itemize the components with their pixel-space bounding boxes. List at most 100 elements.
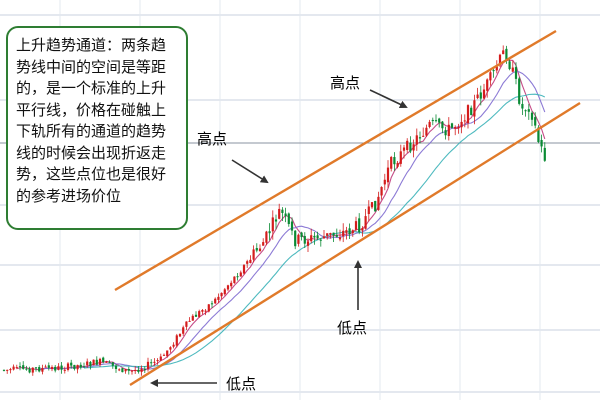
candle-body (278, 208, 281, 219)
candle-body (18, 366, 22, 368)
label-low-bottom: 低点 (226, 375, 257, 393)
candle-body (486, 79, 489, 91)
candle-body (38, 367, 41, 372)
candle-body (153, 361, 156, 363)
candle-body (143, 368, 146, 370)
candle-body (290, 221, 294, 231)
candle-body (172, 344, 175, 347)
candle-body (306, 241, 310, 246)
candle-body (207, 304, 210, 312)
candle-body (233, 276, 236, 284)
candle-body (450, 123, 454, 128)
candle-body (201, 310, 204, 312)
candle-body (518, 78, 521, 104)
candle-body (383, 179, 386, 185)
candle-body (57, 366, 60, 370)
note-line: 平行线，价格在碰触上 (16, 100, 167, 119)
candle-body (86, 361, 89, 366)
candle-body (76, 364, 79, 370)
arrows (150, 89, 408, 387)
candle-body (402, 147, 406, 151)
candle-body (489, 72, 492, 81)
candle-body (473, 100, 476, 117)
candle-body (313, 235, 316, 238)
candle-body (511, 67, 514, 72)
candle-body (79, 364, 82, 368)
label-low-middle: 低点 (337, 319, 368, 337)
note-line: 线的时候会出现折返走 (16, 143, 167, 162)
candle-body (441, 121, 444, 129)
ma-line-short (16, 59, 546, 372)
candle-body (335, 235, 338, 237)
candle-body (534, 117, 537, 126)
candle-body (434, 120, 438, 122)
candle-body (150, 362, 153, 364)
candle-body (239, 272, 242, 277)
candle-body (246, 261, 249, 264)
candle-body (166, 350, 169, 357)
candle-body (377, 196, 380, 210)
candle-body (105, 361, 108, 363)
candle-body (236, 276, 239, 278)
candle-body (185, 321, 188, 327)
candle-body (217, 296, 220, 300)
candle-body (130, 370, 134, 372)
candle-body (146, 361, 150, 370)
candle-body (127, 368, 130, 371)
candle-body (178, 333, 182, 337)
candle-body (66, 363, 70, 370)
candle-body (140, 368, 143, 372)
candle-body (454, 126, 457, 129)
candle-body (390, 157, 393, 169)
candle-body (351, 230, 354, 234)
candle-body (495, 66, 498, 71)
candle-body (294, 230, 297, 247)
candle-body (319, 239, 322, 241)
candle-body (258, 248, 262, 252)
candle-body (162, 354, 166, 356)
candle-body (361, 228, 364, 231)
candle-body (47, 365, 50, 368)
candle-body (476, 94, 479, 99)
candle-body (175, 335, 178, 346)
candle-body (274, 219, 278, 222)
candle-body (524, 110, 527, 112)
candle-body (393, 157, 396, 165)
candle-body (329, 232, 332, 235)
candle-body (409, 142, 412, 152)
candle-body (370, 202, 374, 208)
candle-body (249, 259, 252, 263)
candle-body (354, 221, 358, 230)
candle-body (425, 127, 428, 136)
candle-body (348, 228, 351, 234)
candle-body (214, 298, 217, 304)
candle-body (386, 167, 390, 183)
candle-body (265, 231, 268, 243)
candle-body (326, 233, 329, 236)
candle-body (9, 369, 12, 371)
candle-body (82, 366, 86, 368)
candle-body (156, 360, 159, 362)
candle-body (54, 366, 57, 371)
candle-body (367, 206, 370, 215)
label-high-top: 高点 (330, 74, 361, 92)
candles (2, 45, 546, 376)
candle-body (108, 361, 111, 363)
candle-body (22, 365, 25, 369)
candle-body (262, 242, 265, 246)
lower-channel-line (129, 101, 581, 387)
candle-body (492, 70, 495, 72)
candle-body (505, 48, 508, 61)
candle-body (287, 213, 290, 225)
candle-body (428, 121, 431, 127)
candle-body (470, 107, 473, 115)
candle-body (41, 367, 44, 372)
arrow-high-top (369, 89, 408, 109)
note-line: 上升趋势通道：两条趋 (16, 36, 167, 54)
candle-body (399, 151, 402, 164)
candle-body (415, 135, 418, 145)
candle-body (447, 124, 450, 136)
candle-body (310, 235, 313, 242)
